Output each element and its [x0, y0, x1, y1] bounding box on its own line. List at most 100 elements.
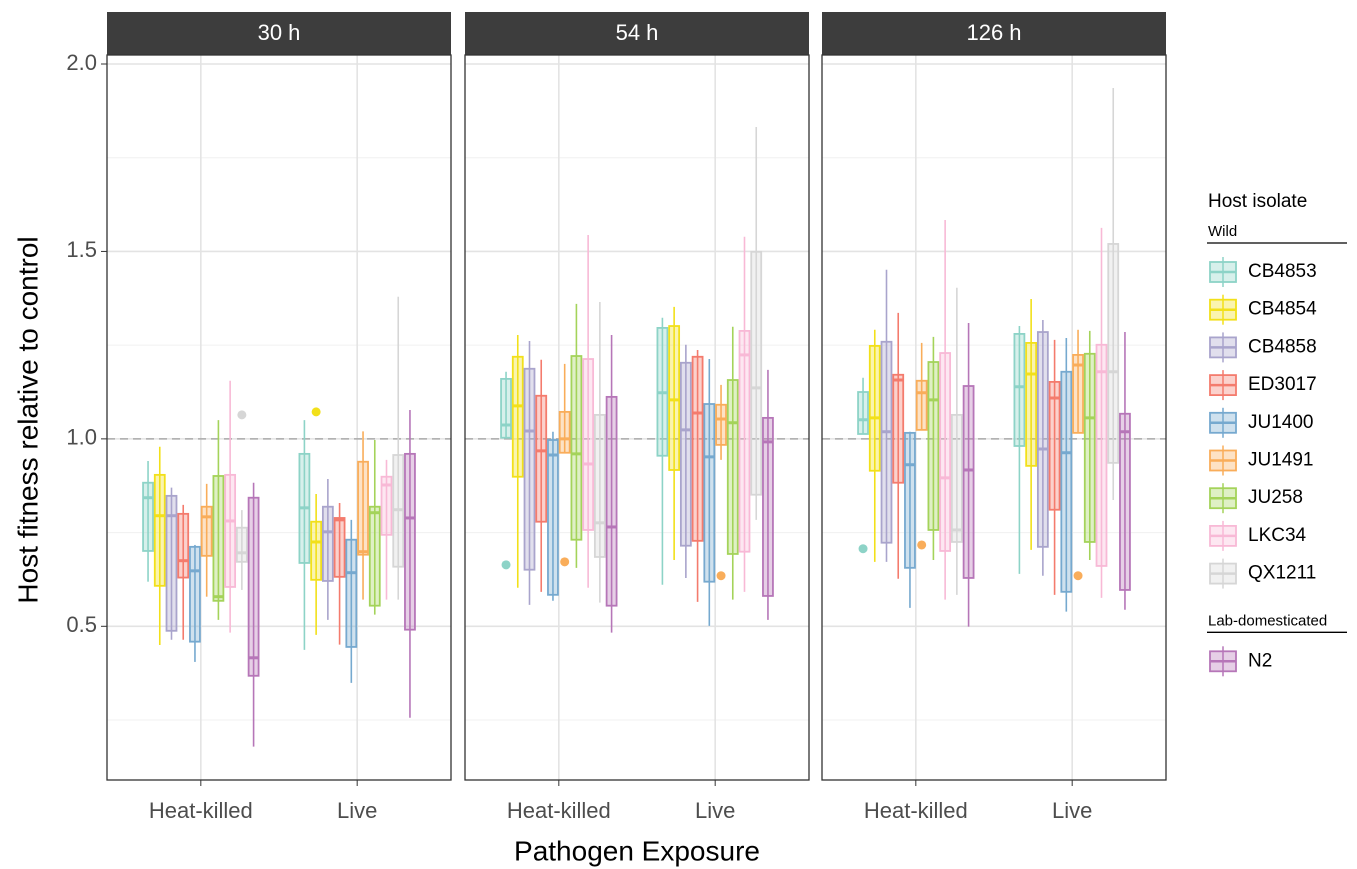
- x-tick-label: Heat-killed: [864, 798, 968, 823]
- y-tick-label: 0.5: [66, 612, 97, 637]
- box: [668, 325, 681, 471]
- box: [880, 340, 893, 544]
- box: [189, 545, 201, 643]
- box: [939, 352, 952, 552]
- box: [715, 403, 727, 446]
- box: [1072, 353, 1084, 434]
- y-tick-label: 1.5: [66, 237, 97, 262]
- x-tick-label: Live: [695, 798, 735, 823]
- legend-label: CB4853: [1248, 261, 1317, 282]
- x-axis-title: Pathogen Exposure: [514, 835, 760, 866]
- box: [927, 361, 940, 531]
- strip-label: 126 h: [966, 20, 1021, 45]
- box: [570, 355, 583, 541]
- box: [1036, 331, 1049, 548]
- outlier: [716, 571, 726, 581]
- box: [1013, 333, 1026, 447]
- box: [212, 475, 225, 602]
- box: [523, 367, 536, 571]
- box: [762, 416, 774, 597]
- y-axis-title: Host fitness relative to control: [12, 236, 43, 603]
- box: [333, 517, 346, 578]
- box: [950, 413, 963, 543]
- box: [368, 505, 381, 607]
- box: [535, 394, 548, 523]
- outlier: [917, 540, 927, 550]
- box: [605, 395, 618, 607]
- box: [247, 496, 260, 677]
- strip: [822, 12, 1166, 55]
- box: [1083, 352, 1096, 543]
- box: [321, 505, 334, 582]
- legend-label: CB4858: [1248, 336, 1317, 357]
- legend-group-title: Wild: [1208, 223, 1237, 240]
- box: [142, 481, 154, 552]
- box: [380, 475, 393, 536]
- y-tick-label: 2.0: [66, 50, 97, 75]
- x-tick-label: Live: [1052, 798, 1092, 823]
- box: [404, 452, 416, 631]
- box: [915, 379, 928, 431]
- box: [691, 355, 704, 542]
- box: [892, 373, 905, 484]
- outlier: [237, 410, 247, 420]
- outlier: [501, 560, 511, 570]
- box: [200, 505, 213, 557]
- outlier: [560, 557, 570, 567]
- box: [582, 358, 595, 531]
- legend-label: QX1211: [1248, 563, 1316, 584]
- box: [235, 526, 248, 563]
- outlier: [858, 544, 868, 554]
- legend-label: JU1491: [1248, 450, 1314, 471]
- x-tick-label: Live: [337, 798, 377, 823]
- box: [310, 520, 323, 581]
- box: [868, 344, 881, 472]
- box: [962, 385, 975, 579]
- box: [679, 361, 692, 547]
- box: [904, 431, 916, 569]
- outlier: [311, 407, 321, 417]
- box: [738, 330, 751, 553]
- box: [153, 473, 166, 587]
- box: [1107, 243, 1120, 464]
- box: [357, 460, 369, 556]
- outlier: [1073, 571, 1083, 581]
- strip-label: 54 h: [616, 20, 659, 45]
- box: [1025, 342, 1038, 467]
- box: [345, 538, 358, 648]
- legend-group-title: Lab-domesticated: [1208, 612, 1327, 629]
- strip: [465, 12, 809, 55]
- panel-border: [464, 54, 810, 781]
- box: [547, 439, 559, 596]
- box: [750, 250, 763, 496]
- box: [224, 473, 237, 588]
- box: [500, 377, 512, 439]
- legend-label: JU258: [1248, 487, 1303, 508]
- box: [1095, 343, 1108, 567]
- box: [1048, 380, 1061, 511]
- x-tick-label: Heat-killed: [149, 798, 253, 823]
- legend-title: Host isolate: [1208, 191, 1307, 212]
- panel-border: [821, 54, 1167, 781]
- y-tick-label: 1.0: [66, 425, 97, 450]
- box: [558, 410, 571, 454]
- box: [177, 512, 190, 579]
- legend-label: LKC34: [1248, 525, 1307, 546]
- strip: [107, 12, 451, 55]
- panel-border: [106, 54, 452, 781]
- box: [1060, 370, 1073, 593]
- box: [165, 494, 178, 632]
- box: [593, 413, 606, 558]
- box: [726, 379, 739, 555]
- box: [511, 355, 524, 478]
- box: [703, 403, 716, 583]
- legend-label: ED3017: [1248, 374, 1317, 395]
- box: [857, 391, 869, 435]
- legend-label: N2: [1248, 650, 1272, 671]
- box: [1119, 412, 1131, 591]
- legend-label: JU1400: [1248, 412, 1314, 433]
- x-tick-label: Heat-killed: [507, 798, 611, 823]
- legend-label: CB4854: [1248, 299, 1317, 320]
